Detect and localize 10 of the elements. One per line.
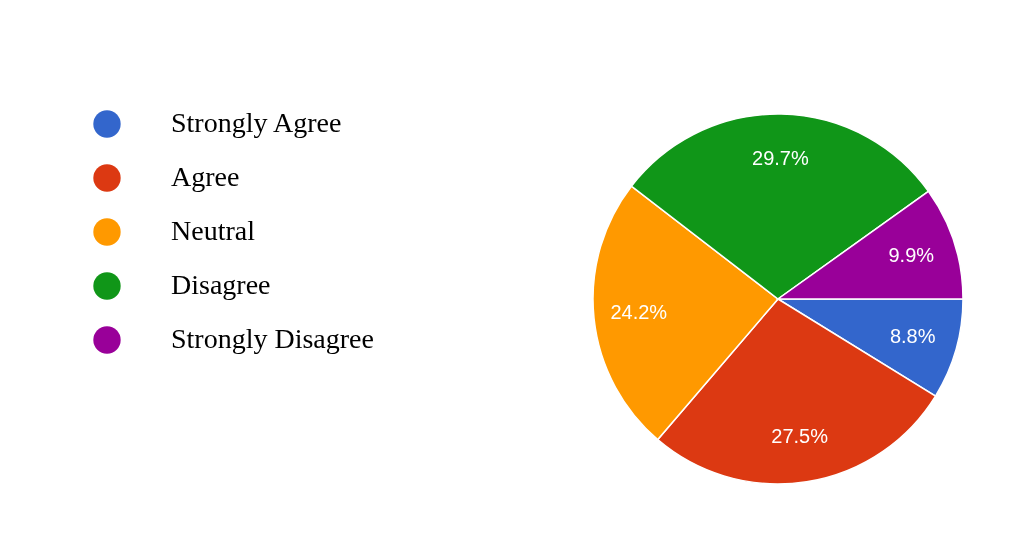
data-label: 27.5%	[771, 425, 829, 448]
legend-label: Disagree	[171, 269, 271, 300]
data-label: 8.8%	[889, 325, 936, 348]
data-label: 9.9%	[888, 244, 935, 267]
data-label: 24.2%	[610, 301, 668, 324]
legend-label: Agree	[171, 161, 240, 192]
legend-label: Strongly Disagree	[171, 323, 374, 354]
legend-label: Neutral	[171, 215, 256, 246]
data-label: 29.7%	[752, 147, 809, 170]
legend-label: Strongly Agree	[171, 107, 342, 138]
